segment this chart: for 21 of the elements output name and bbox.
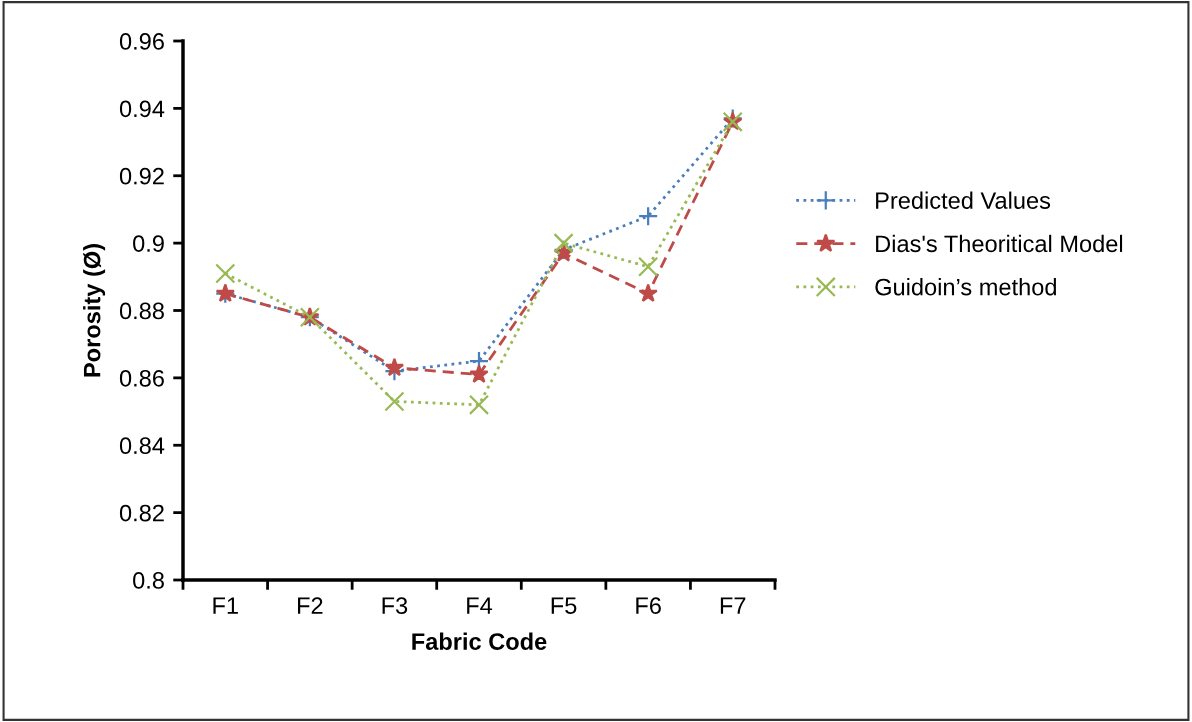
x-tick-label: F7 <box>720 597 746 614</box>
legend-label: Predicted Values <box>876 191 1051 209</box>
y-tick-label: 0.94 <box>119 100 165 118</box>
y-tick-label: 0.84 <box>119 437 165 455</box>
x-tick-label: F3 <box>382 597 408 615</box>
x-tick-label: F1 <box>213 597 238 614</box>
y-tick-label: 0.8 <box>133 572 164 589</box>
y-tick-label: 0.92 <box>119 167 164 185</box>
y-tick-label: 0.9 <box>133 235 164 252</box>
y-tick-label: 0.86 <box>119 369 164 387</box>
y-tick-label: 0.88 <box>119 302 164 320</box>
y-tick-label: 0.96 <box>119 33 164 50</box>
legend-label: Guidoin’s method <box>875 278 1056 296</box>
y-tick-label: 0.82 <box>119 504 164 522</box>
x-axis-title: Fabric Code <box>412 632 547 650</box>
legend-label: Dias's Theoritical Model <box>876 234 1123 253</box>
x-tick-label: F4 <box>467 597 493 614</box>
x-tick-label: F2 <box>298 597 323 614</box>
x-tick-label: F5 <box>551 597 577 615</box>
x-tick-label: F6 <box>636 597 661 615</box>
y-axis-title: Porosity (Ø) <box>83 244 106 377</box>
